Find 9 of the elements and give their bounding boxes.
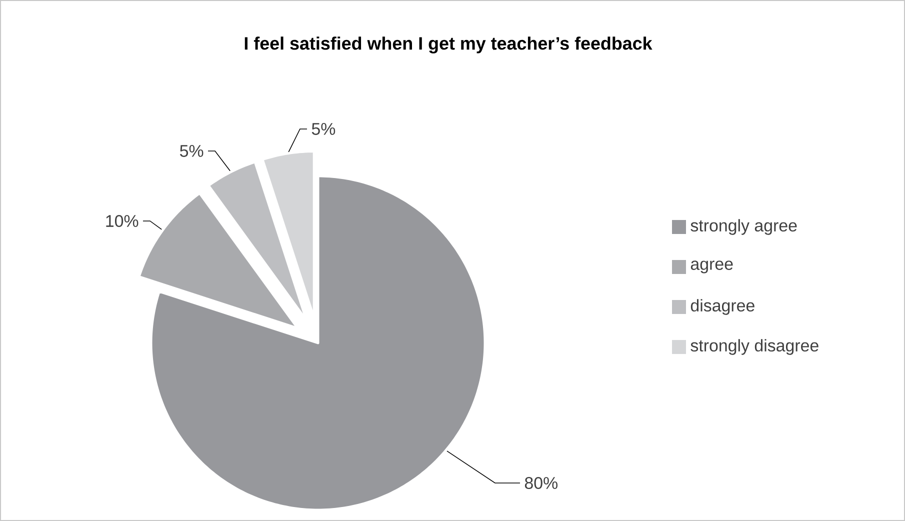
data-label: 5% [180,145,204,157]
legend-label: agree [690,260,733,274]
legend-label: strongly disagree [690,339,818,355]
data-label: 5% [312,123,336,135]
legend-label: strongly agree [690,219,797,235]
data-label: 10% [106,214,138,227]
legend-label: disagree [690,299,754,315]
chart-title: I feel satisfied when I get my teacher’s feedback [244,36,652,54]
data-label: 80% [524,476,558,489]
